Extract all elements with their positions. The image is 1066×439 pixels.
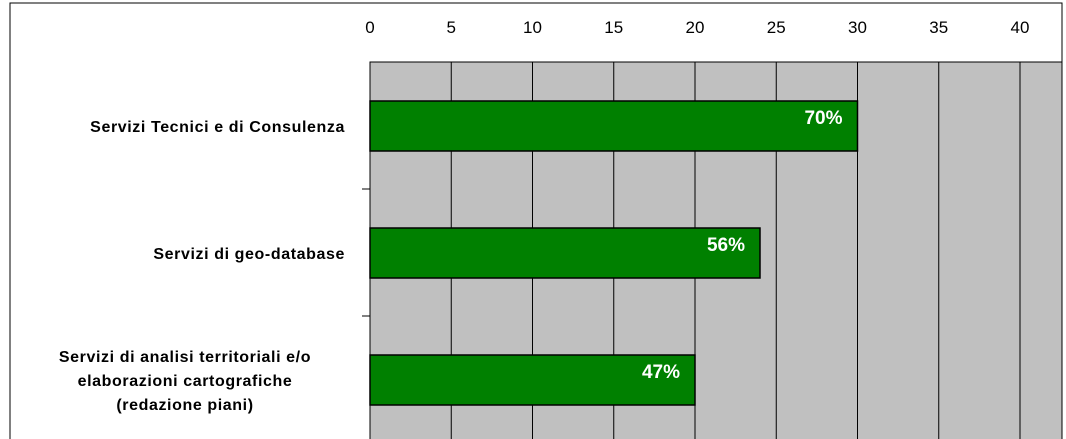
x-tick-label: 15 bbox=[604, 18, 623, 37]
data-label: 47% bbox=[642, 362, 680, 383]
x-tick-label: 30 bbox=[848, 18, 867, 37]
data-label: 70% bbox=[804, 108, 842, 129]
x-tick-label: 10 bbox=[523, 18, 542, 37]
bar bbox=[369, 100, 859, 152]
data-label: 56% bbox=[707, 235, 745, 256]
x-tick-label: 40 bbox=[1011, 18, 1030, 37]
x-tick-label: 5 bbox=[447, 18, 456, 37]
category-label: (redazione piani) bbox=[116, 397, 253, 414]
x-tick-label: 35 bbox=[929, 18, 948, 37]
category-label: Servizi di analisi territoriali e/o bbox=[59, 349, 311, 366]
x-tick-label: 0 bbox=[365, 18, 374, 37]
category-label: Servizi di geo-database bbox=[153, 246, 345, 263]
bar bbox=[369, 354, 696, 406]
category-label: Servizi Tecnici e di Consulenza bbox=[90, 119, 345, 136]
x-tick-label: 25 bbox=[767, 18, 786, 37]
bar bbox=[369, 227, 761, 279]
category-label: elaborazioni cartografiche bbox=[78, 373, 293, 390]
x-tick-label: 20 bbox=[686, 18, 705, 37]
